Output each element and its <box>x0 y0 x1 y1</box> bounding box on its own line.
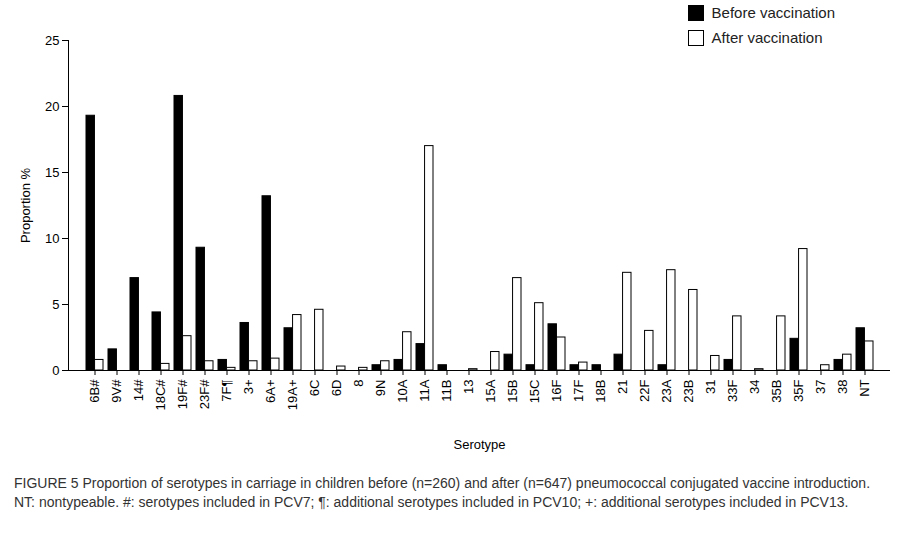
svg-text:11B: 11B <box>439 380 454 402</box>
svg-text:38: 38 <box>835 380 850 394</box>
svg-text:22F: 22F <box>637 379 652 401</box>
svg-text:10: 10 <box>45 231 59 246</box>
svg-text:35B: 35B <box>769 380 784 403</box>
svg-text:23B: 23B <box>681 380 696 403</box>
svg-text:35F: 35F <box>791 379 806 401</box>
svg-text:13: 13 <box>461 380 476 394</box>
svg-text:18C#: 18C# <box>153 379 168 411</box>
svg-text:6A+: 6A+ <box>263 380 278 404</box>
svg-text:3+: 3+ <box>241 380 256 395</box>
svg-text:6C: 6C <box>307 380 322 397</box>
svg-text:6D: 6D <box>329 380 344 397</box>
svg-text:37: 37 <box>813 380 828 394</box>
svg-text:9V#: 9V# <box>109 379 124 403</box>
svg-text:34: 34 <box>747 380 762 394</box>
svg-text:10A: 10A <box>395 379 410 402</box>
svg-text:15C: 15C <box>527 380 542 404</box>
html-text:FIGURE 5 Proportion of serotyp: FIGURE 5 Proportion of serotypes in carr… <box>14 475 870 510</box>
svg-text:17F: 17F <box>571 379 586 401</box>
svg-text:19A+: 19A+ <box>285 380 300 411</box>
svg-text:14#: 14# <box>131 379 146 401</box>
html-text:After vaccination: After vaccination <box>711 29 823 46</box>
svg-text:5: 5 <box>52 297 59 312</box>
svg-text:15: 15 <box>45 165 59 180</box>
svg-text:16F: 16F <box>549 379 564 401</box>
svg-text:23A: 23A <box>659 379 674 402</box>
svg-text:15A: 15A <box>483 379 498 402</box>
svg-text:NT: NT <box>857 379 872 396</box>
svg-text:7F¶: 7F¶ <box>219 379 234 401</box>
svg-text:Serotype: Serotype <box>453 437 505 452</box>
svg-text:20: 20 <box>45 99 59 114</box>
svg-text:19F#: 19F# <box>175 379 190 409</box>
svg-text:0: 0 <box>52 363 59 378</box>
svg-text:6B#: 6B# <box>87 379 102 403</box>
html-text:Before vaccination: Before vaccination <box>711 4 835 21</box>
svg-text:33F: 33F <box>725 379 740 401</box>
svg-text:21: 21 <box>615 380 630 394</box>
svg-text:9N: 9N <box>373 380 388 397</box>
svg-text:31: 31 <box>703 380 718 394</box>
svg-text:8: 8 <box>351 380 366 387</box>
svg-text:18B: 18B <box>593 380 608 403</box>
svg-text:15B: 15B <box>505 380 520 403</box>
svg-text:Proportion %: Proportion % <box>18 167 33 243</box>
svg-text:25: 25 <box>45 33 59 48</box>
svg-text:11A: 11A <box>417 379 432 401</box>
svg-text:23F#: 23F# <box>197 379 212 409</box>
